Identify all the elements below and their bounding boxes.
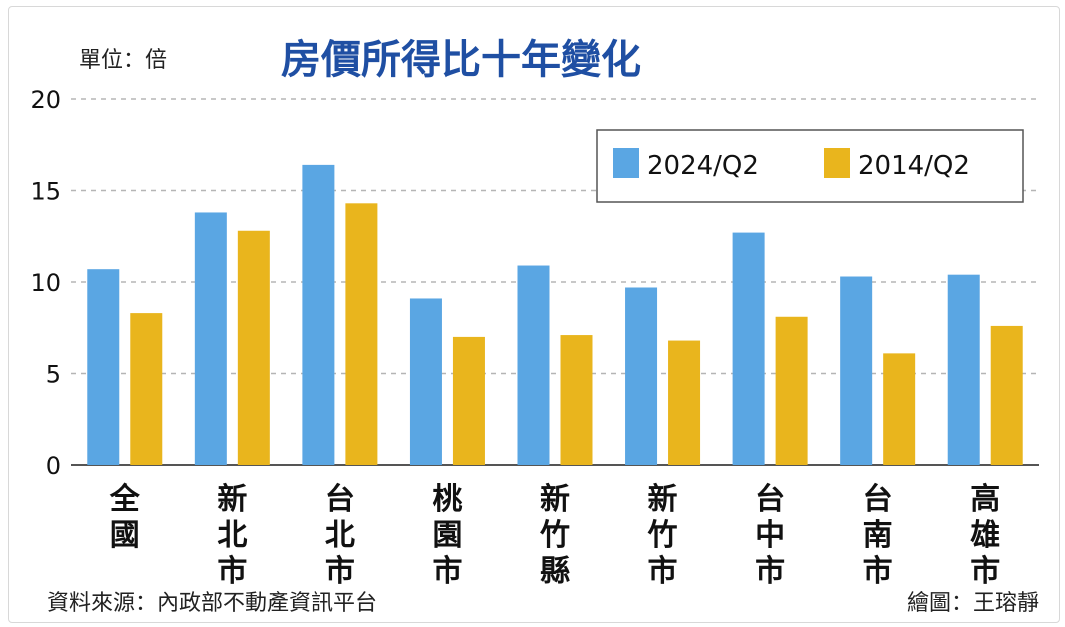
unit-label: 單位：倍 [79, 48, 167, 73]
x-label-台南市-0: 台 [863, 482, 893, 517]
x-label-新竹縣-2: 縣 [540, 554, 570, 589]
bar-2014-Q2-新竹市 [668, 340, 701, 465]
y-tick-label-10: 10 [30, 269, 61, 297]
x-label-新北市-2: 市 [217, 554, 247, 589]
x-label-新竹縣-1: 竹 [540, 518, 570, 553]
bar-2024-Q2-高雄市 [947, 274, 980, 465]
bars [87, 164, 1023, 465]
source-note: 資料來源：內政部不動產資訊平台 [47, 591, 377, 616]
bar-2014-Q2-台北市 [345, 203, 378, 465]
bar-2014-Q2-台南市 [883, 353, 916, 465]
bar-2024-Q2-台南市 [840, 276, 873, 465]
bar-2024-Q2-全國 [87, 269, 120, 465]
bar-2024-Q2-新竹市 [625, 287, 658, 465]
x-label-桃園市-0: 桃 [432, 482, 462, 517]
x-label-全國-1: 國 [110, 518, 140, 553]
x-label-台北市-2: 市 [325, 554, 355, 589]
bar-2024-Q2-台北市 [302, 164, 335, 465]
grid [71, 98, 1039, 375]
x-label-台中市-0: 台 [755, 482, 785, 517]
x-label-高雄市-1: 雄 [970, 518, 1000, 553]
x-label-新竹市-0: 新 [648, 482, 678, 517]
bar-2024-Q2-新北市 [194, 212, 227, 465]
bar-2024-Q2-桃園市 [409, 298, 442, 465]
x-label-新竹市-2: 市 [648, 554, 678, 589]
credit-note: 繪圖：王瑢靜 [907, 591, 1039, 616]
bar-2014-Q2-台中市 [775, 316, 808, 465]
x-label-高雄市-2: 市 [970, 554, 1000, 589]
x-label-新竹市-1: 竹 [648, 518, 678, 553]
y-tick-label-5: 5 [46, 361, 61, 389]
bar-2014-Q2-桃園市 [452, 336, 485, 465]
y-tick-label-20: 20 [30, 86, 61, 114]
legend-box [596, 129, 1024, 203]
chart-title: 房價所得比十年變化 [281, 37, 641, 83]
y-tick-label-0: 0 [46, 452, 61, 480]
bar-2024-Q2-新竹縣 [517, 265, 550, 465]
x-label-台南市-2: 市 [863, 554, 893, 589]
x-label-桃園市-1: 園 [432, 518, 462, 553]
x-label-台北市-1: 北 [325, 518, 355, 553]
x-label-高雄市-0: 高 [970, 482, 1000, 517]
axes: 0 5 10 15 20 [30, 86, 1039, 480]
legend-swatch-2014 [824, 148, 850, 178]
legend: 2024/Q2 2014/Q2 [596, 129, 1024, 203]
x-label-新竹縣-0: 新 [540, 482, 570, 517]
bar-2014-Q2-新北市 [237, 230, 270, 465]
x-label-桃園市-2: 市 [432, 554, 462, 589]
x-label-台南市-1: 南 [863, 518, 893, 553]
x-label-新北市-0: 新 [217, 482, 247, 517]
bar-2014-Q2-全國 [130, 313, 163, 465]
bar-2024-Q2-台中市 [732, 232, 765, 465]
x-label-台北市-0: 台 [325, 482, 355, 517]
x-label-台中市-1: 中 [755, 518, 785, 553]
legend-label-2024: 2024/Q2 [647, 151, 759, 181]
x-label-台中市-2: 市 [755, 554, 785, 589]
legend-label-2014: 2014/Q2 [858, 151, 970, 181]
chart-frame: 單位：倍 房價所得比十年變化 0 5 10 15 20 全國新北市台北市桃園市新竹縣新竹… [8, 6, 1060, 623]
x-label-新北市-1: 北 [217, 518, 247, 553]
y-tick-label-15: 15 [30, 178, 61, 206]
legend-swatch-2024 [613, 148, 639, 178]
bar-2014-Q2-高雄市 [990, 325, 1023, 465]
x-label-全國-0: 全 [109, 482, 141, 517]
bar-2014-Q2-新竹縣 [560, 335, 593, 465]
